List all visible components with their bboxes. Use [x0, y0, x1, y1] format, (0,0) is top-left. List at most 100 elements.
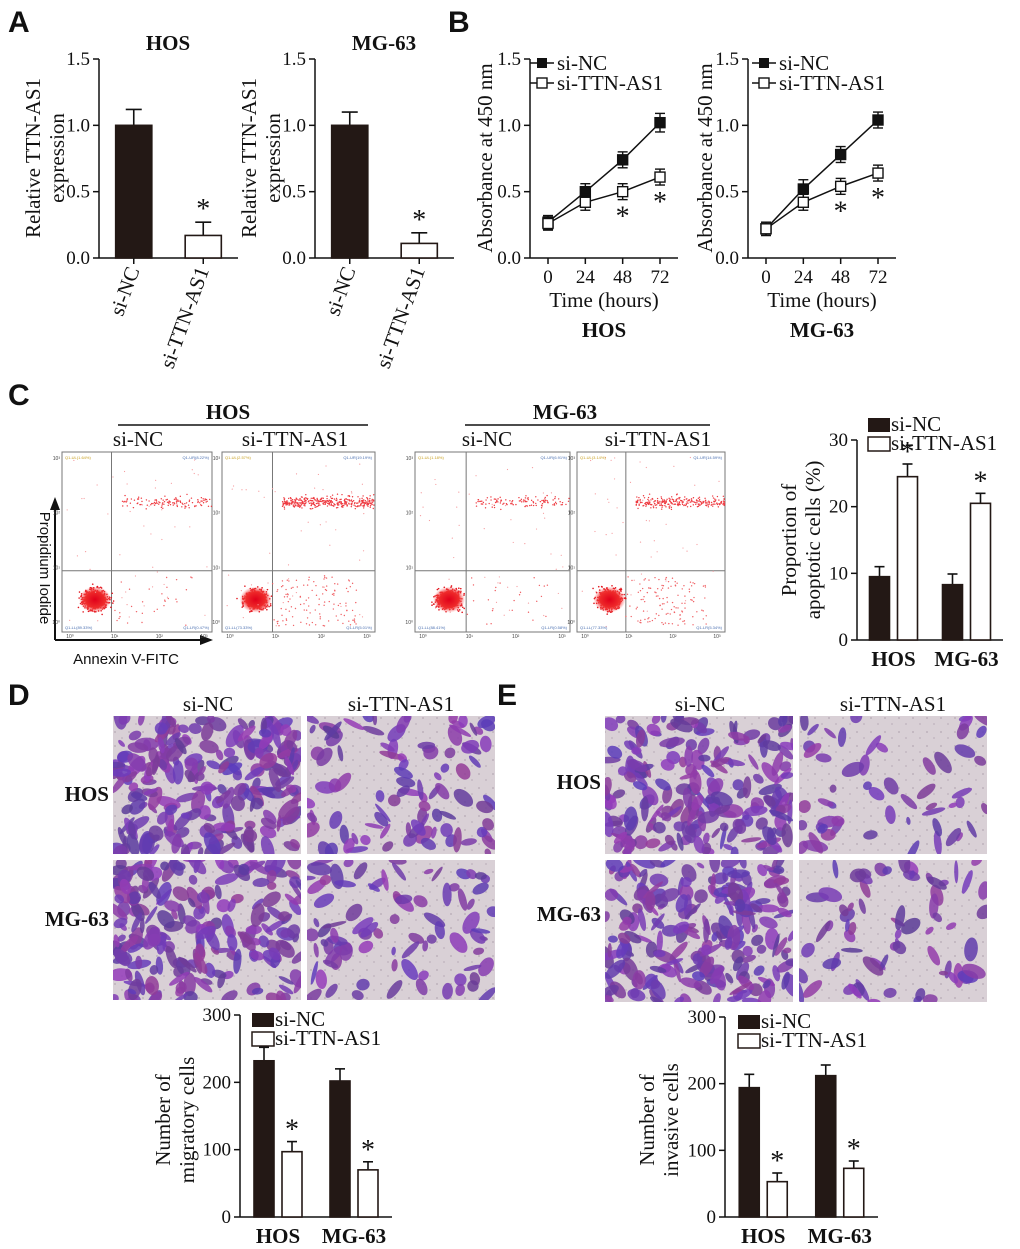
stained-cell [822, 958, 842, 970]
event-dot [458, 524, 460, 526]
event-dot [479, 500, 481, 503]
event-dot [536, 600, 538, 603]
event-dot [323, 586, 325, 588]
event-dot [535, 496, 537, 498]
event-dot [66, 509, 68, 511]
event-dot [491, 506, 493, 508]
event-dot [165, 576, 168, 579]
event-dot [128, 588, 131, 590]
event-dot [723, 501, 725, 503]
y-tick-label: 1.5 [66, 49, 90, 70]
stained-cell [237, 718, 249, 730]
chart-title: HOS [146, 31, 190, 55]
event-dot [697, 503, 700, 505]
stained-cells [307, 716, 495, 854]
event-dot [681, 602, 683, 604]
event-dot [354, 621, 356, 623]
event-dot [361, 483, 363, 485]
stained-cell [892, 940, 907, 955]
event-dot [657, 588, 659, 590]
event-dot [524, 499, 526, 502]
stained-cell [645, 838, 661, 849]
stained-cell [225, 725, 244, 748]
event-dot [175, 598, 177, 600]
event-dot [114, 609, 116, 612]
stained-cell [925, 802, 938, 811]
event-dot [482, 501, 485, 504]
stained-cell [442, 982, 453, 1000]
event-dot [347, 579, 350, 581]
event-dot [516, 585, 518, 588]
event-dot [681, 611, 684, 613]
event-dot [643, 497, 646, 499]
event-dot [287, 594, 289, 596]
event-dot [652, 505, 655, 507]
significance-star: * [974, 466, 988, 497]
event-dot [661, 506, 663, 508]
bar [400, 242, 439, 259]
event-dot [164, 600, 166, 603]
stained-cell [698, 754, 711, 762]
event-dot [371, 501, 374, 503]
chart-a-hos: HOS Relative TTN-AS1 expression 0.00.51.… [21, 31, 238, 371]
panel-e: si-NC si-TTN-AS1 HOS MG-63 Number of inv… [537, 692, 987, 1248]
stained-cell [824, 727, 836, 739]
event-dot [675, 498, 678, 501]
stained-cell [916, 783, 936, 800]
event-dot [294, 607, 297, 610]
flow-plot-4: Q1-UL(3.14%) Q1-UR(14.59%)Q1-LL(77.33%) Q1… [567, 451, 726, 640]
event-dot [199, 502, 201, 504]
event-dot [314, 487, 316, 489]
stained-cell [200, 781, 214, 795]
event-dot [292, 624, 295, 627]
event-dot [364, 502, 366, 505]
event-dot [644, 503, 647, 505]
stained-cell [218, 761, 230, 774]
stained-cell [280, 724, 292, 737]
bar [253, 1059, 275, 1218]
event-dot [305, 497, 307, 499]
event-dot [681, 503, 684, 506]
event-dot [141, 500, 143, 503]
event-dot [318, 502, 320, 504]
stained-cell [289, 745, 301, 764]
stained-cell [138, 830, 153, 854]
stained-cell [117, 934, 126, 942]
event-dot [305, 494, 307, 496]
data-point [872, 167, 884, 179]
stained-cell [252, 877, 270, 888]
stained-cell [727, 869, 750, 879]
stained-cell [117, 869, 132, 884]
event-dot [676, 501, 678, 503]
chart-title: MG-63 [352, 31, 416, 55]
event-dot [323, 625, 326, 627]
stained-cell [741, 837, 762, 843]
legend: si-NC si-TTN-AS1 [867, 412, 997, 455]
event-dot [335, 499, 338, 502]
event-dot [355, 623, 357, 625]
stained-cell [476, 826, 488, 838]
event-dot [703, 501, 705, 503]
data-point [654, 116, 666, 129]
event-dot [372, 507, 374, 510]
event-dot [350, 499, 353, 501]
stained-cell [781, 823, 793, 848]
event-dot [190, 576, 192, 578]
event-dot [642, 499, 644, 501]
stained-cell [605, 756, 621, 764]
stained-cell [713, 805, 731, 815]
stained-cell [976, 725, 987, 738]
event-dot [686, 550, 688, 552]
stained-cell [113, 934, 120, 948]
group-title-mg63: MG-63 [533, 400, 597, 424]
column-label-si-ttn-as1: si-TTN-AS1 [840, 692, 946, 716]
event-dot [645, 505, 647, 507]
stained-cell [431, 826, 437, 839]
stained-cell [375, 803, 391, 823]
event-dot [306, 617, 309, 619]
event-dot [555, 503, 558, 505]
event-dot [348, 503, 350, 505]
event-dot [362, 505, 365, 507]
event-dot [337, 619, 339, 621]
event-dot [318, 500, 320, 502]
